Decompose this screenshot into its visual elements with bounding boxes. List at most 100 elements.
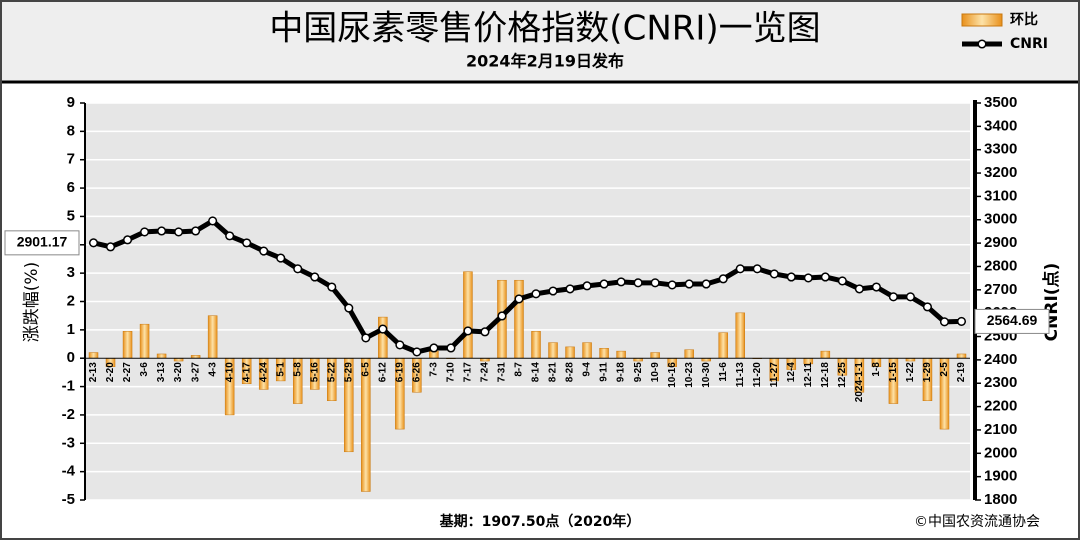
cnri-point bbox=[922, 302, 933, 312]
x-tick-label: 2-13 bbox=[88, 362, 99, 382]
y-tick-label: 0 bbox=[67, 349, 75, 366]
y-tick-label: 9 bbox=[67, 94, 75, 111]
bar bbox=[956, 353, 967, 359]
x-tick-label: 2-27 bbox=[122, 362, 133, 382]
x-tick-label: 7-3 bbox=[429, 362, 440, 377]
header-band bbox=[2, 2, 1078, 82]
x-tick-label: 7-17 bbox=[463, 362, 474, 382]
x-tick-label: 12-18 bbox=[820, 362, 831, 388]
x-tick-label: 4-24 bbox=[258, 362, 269, 382]
x-tick-label: 7-31 bbox=[497, 362, 508, 382]
y2-tick-label: 1800 bbox=[984, 491, 1017, 508]
cnri-point bbox=[701, 279, 711, 289]
footer-base: 基期：1907.50点（2020年） bbox=[440, 513, 641, 530]
cnri-point bbox=[565, 284, 575, 294]
x-tick-label: 5-29 bbox=[343, 362, 354, 382]
y2-tick-label: 3000 bbox=[984, 211, 1017, 228]
bar bbox=[718, 332, 728, 359]
cnri-point bbox=[548, 286, 558, 296]
bar bbox=[207, 315, 218, 359]
bar bbox=[531, 331, 541, 359]
x-tick-label: 7-10 bbox=[446, 362, 457, 382]
x-tick-label: 6-5 bbox=[360, 362, 371, 377]
y-axis-label: 涨跌幅(%) bbox=[22, 262, 42, 342]
y-tick-label: -5 bbox=[62, 491, 75, 508]
cnri-point bbox=[905, 292, 915, 302]
bar bbox=[88, 352, 99, 359]
cnri-point bbox=[208, 216, 218, 226]
bar bbox=[514, 279, 524, 359]
y2-tick-label: 3200 bbox=[984, 164, 1017, 181]
y-tick-label: -3 bbox=[62, 434, 75, 451]
x-tick-label: 1-15 bbox=[888, 362, 899, 382]
legend-label: CNRI bbox=[1010, 36, 1048, 52]
y2-tick-label: 3400 bbox=[984, 117, 1017, 134]
chart-subtitle: 2024年2月19日发布 bbox=[466, 52, 624, 71]
cnri-point bbox=[650, 278, 660, 288]
bar bbox=[548, 342, 558, 359]
x-tick-label: 1-8 bbox=[871, 362, 882, 377]
x-tick-label: 12-4 bbox=[786, 362, 797, 382]
x-tick-label: 1-22 bbox=[905, 362, 916, 382]
cnri-point bbox=[718, 274, 728, 284]
cnri-point bbox=[735, 264, 745, 274]
x-tick-label: 9-4 bbox=[582, 362, 593, 377]
x-tick-label: 7-24 bbox=[480, 362, 491, 382]
x-tick-label: 11-20 bbox=[752, 362, 763, 387]
y2-tick-label: 3300 bbox=[984, 141, 1017, 158]
cnri-point bbox=[480, 327, 490, 337]
cnri-point bbox=[616, 277, 626, 287]
x-tick-label: 4-10 bbox=[224, 362, 235, 382]
cnri-point bbox=[140, 227, 150, 237]
cnri-point bbox=[446, 343, 456, 353]
cnri-point bbox=[837, 276, 847, 286]
cnri-point bbox=[429, 343, 439, 353]
cnri-point bbox=[514, 294, 524, 304]
x-tick-label: 3-20 bbox=[173, 362, 184, 382]
legend-swatch bbox=[961, 13, 1003, 27]
cnri-point bbox=[259, 246, 269, 256]
x-tick-label: 12-11 bbox=[803, 362, 814, 387]
x-tick-label: 2-19 bbox=[956, 362, 967, 382]
x-tick-label: 2024-1-1 bbox=[854, 362, 865, 402]
x-tick-label: 10-30 bbox=[701, 362, 712, 388]
cnri-point bbox=[939, 317, 950, 327]
x-tick-label: 10-23 bbox=[684, 362, 695, 388]
bar bbox=[378, 316, 388, 359]
cnri-point bbox=[344, 303, 354, 313]
y-tick-label: 3 bbox=[67, 264, 75, 281]
value-label: 2901.17 bbox=[17, 234, 68, 250]
x-tick-label: 10-9 bbox=[650, 362, 661, 382]
cnri-point bbox=[854, 284, 864, 294]
x-tick-label: 11-13 bbox=[735, 362, 746, 387]
bar bbox=[582, 342, 592, 359]
legend-label: 环比 bbox=[1010, 11, 1038, 28]
value-label-box bbox=[4, 230, 80, 256]
x-tick-label: 5-16 bbox=[309, 362, 320, 382]
cnri-point bbox=[361, 333, 371, 343]
cnri-point bbox=[599, 279, 609, 289]
y2-tick-label: 3500 bbox=[984, 94, 1017, 111]
bar bbox=[139, 323, 150, 359]
bar bbox=[684, 349, 694, 359]
y2-tick-label: 2700 bbox=[984, 281, 1017, 298]
cnri-point bbox=[684, 279, 694, 289]
x-tick-label: 8-21 bbox=[548, 362, 559, 382]
x-tick-label: 4-3 bbox=[207, 362, 218, 377]
bar bbox=[565, 346, 575, 359]
y2-tick-label: 2000 bbox=[984, 444, 1017, 461]
cnri-point bbox=[769, 269, 779, 279]
bar bbox=[735, 312, 745, 359]
x-tick-label: 6-12 bbox=[377, 362, 388, 382]
cnri-point bbox=[786, 272, 796, 282]
cnri-point bbox=[752, 264, 762, 274]
cnri-point bbox=[531, 289, 541, 299]
x-tick-label: 9-25 bbox=[633, 362, 644, 382]
y-tick-label: -2 bbox=[62, 406, 75, 423]
cnri-point bbox=[225, 231, 235, 241]
x-tick-label: 6-19 bbox=[394, 362, 405, 382]
bar bbox=[616, 350, 626, 359]
cnri-point bbox=[956, 316, 967, 326]
y-tick-label: 1 bbox=[67, 321, 75, 338]
value-label-box bbox=[974, 308, 1050, 334]
